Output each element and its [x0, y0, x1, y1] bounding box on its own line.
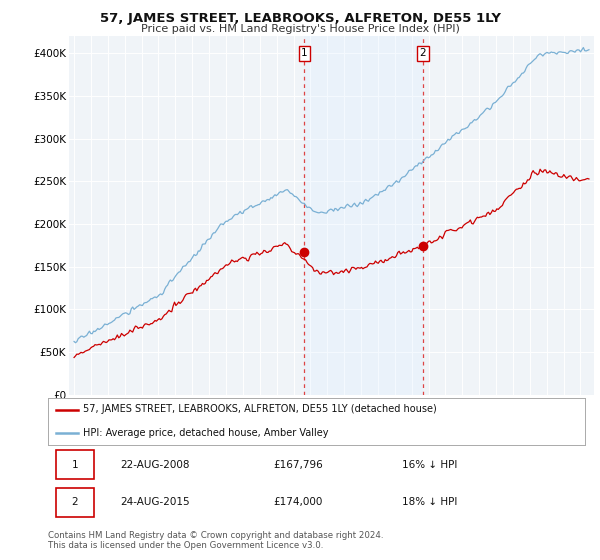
Text: 57, JAMES STREET, LEABROOKS, ALFRETON, DE55 1LY (detached house): 57, JAMES STREET, LEABROOKS, ALFRETON, D… [83, 404, 437, 414]
FancyBboxPatch shape [56, 488, 94, 517]
Text: £174,000: £174,000 [274, 497, 323, 507]
Text: 16% ↓ HPI: 16% ↓ HPI [403, 460, 458, 470]
Text: 2: 2 [71, 497, 78, 507]
Text: 57, JAMES STREET, LEABROOKS, ALFRETON, DE55 1LY: 57, JAMES STREET, LEABROOKS, ALFRETON, D… [100, 12, 500, 25]
Text: Contains HM Land Registry data © Crown copyright and database right 2024.
This d: Contains HM Land Registry data © Crown c… [48, 531, 383, 550]
Text: Price paid vs. HM Land Registry's House Price Index (HPI): Price paid vs. HM Land Registry's House … [140, 24, 460, 34]
FancyBboxPatch shape [56, 450, 94, 479]
Text: 24-AUG-2015: 24-AUG-2015 [121, 497, 190, 507]
Text: 2: 2 [419, 49, 426, 58]
Bar [304, 36, 422, 395]
Text: £167,796: £167,796 [274, 460, 323, 470]
Text: HPI: Average price, detached house, Amber Valley: HPI: Average price, detached house, Ambe… [83, 428, 328, 438]
Text: 22-AUG-2008: 22-AUG-2008 [121, 460, 190, 470]
Text: 1: 1 [301, 49, 308, 58]
Text: 1: 1 [71, 460, 78, 470]
Text: 18% ↓ HPI: 18% ↓ HPI [403, 497, 458, 507]
